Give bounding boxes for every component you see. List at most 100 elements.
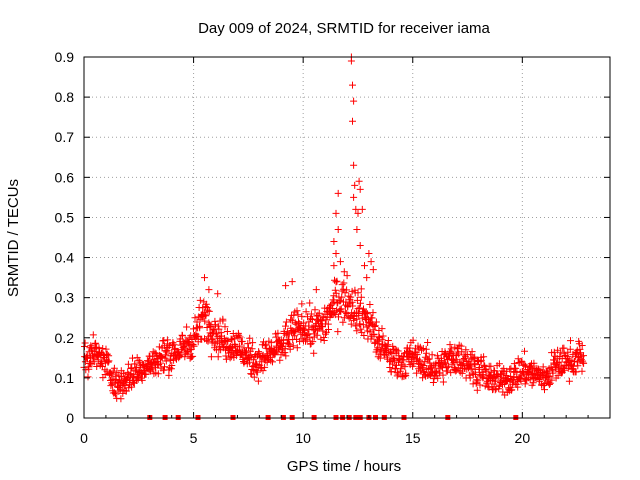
- data-point: [247, 370, 255, 378]
- data-point: [541, 386, 548, 394]
- data-point: [349, 302, 357, 310]
- y-tick-label: 0.5: [55, 209, 75, 225]
- data-point: [336, 258, 344, 266]
- data-point: [339, 318, 347, 326]
- chart-title: Day 009 of 2024, SRMTID for receiver iam…: [198, 20, 490, 37]
- data-point: [401, 363, 409, 371]
- data-point: [302, 308, 310, 316]
- data-point: [165, 371, 173, 379]
- data-point: [249, 356, 257, 364]
- data-point: [143, 357, 151, 365]
- data-point: [238, 337, 246, 345]
- data-point: [202, 312, 210, 320]
- data-point: [508, 386, 516, 394]
- data-point: [286, 345, 294, 353]
- data-point: [179, 332, 186, 340]
- data-point: [125, 384, 133, 392]
- data-point: [366, 301, 374, 308]
- data-point: [376, 354, 384, 362]
- data-point: [567, 337, 574, 345]
- data-point: [413, 369, 421, 377]
- data-point: [565, 377, 573, 385]
- data-point: [261, 363, 269, 371]
- data-point: [419, 345, 427, 352]
- data-point: [310, 349, 318, 357]
- data-point: [191, 314, 199, 322]
- data-point: [368, 314, 376, 322]
- data-point: [384, 337, 392, 344]
- data-point: [142, 370, 150, 378]
- data-point: [416, 356, 424, 364]
- data-point: [298, 300, 306, 308]
- data-point: [448, 350, 456, 358]
- data-point: [235, 331, 243, 339]
- data-point: [255, 348, 263, 356]
- x-tick-label: 20: [515, 430, 531, 446]
- data-point: [291, 319, 299, 327]
- data-point: [289, 342, 297, 350]
- data-point: [419, 374, 427, 382]
- data-point: [353, 327, 361, 335]
- data-point: [375, 340, 383, 348]
- data-point: [183, 323, 191, 331]
- data-point: [124, 360, 132, 368]
- data-point: [447, 369, 455, 377]
- data-point: [367, 258, 375, 266]
- data-point: [578, 367, 586, 375]
- data-point: [302, 337, 309, 345]
- data-point: [347, 320, 355, 328]
- data-point: [355, 177, 363, 185]
- data-point: [428, 351, 436, 359]
- data-point: [212, 339, 220, 347]
- data-point: [356, 320, 364, 328]
- data-point: [350, 97, 358, 105]
- data-point: [203, 336, 211, 344]
- data-point: [476, 364, 483, 371]
- data-point: [250, 373, 258, 381]
- data-point: [443, 367, 451, 375]
- data-point: [221, 323, 229, 331]
- data-point: [104, 358, 112, 366]
- data-point: [309, 338, 317, 346]
- x-tick-label: 10: [295, 430, 311, 446]
- data-point: [123, 375, 130, 383]
- data-point: [546, 372, 554, 380]
- data-point: [466, 374, 474, 382]
- x-tick-label: 0: [80, 430, 88, 446]
- data-point: [521, 347, 528, 355]
- data-point: [353, 226, 361, 233]
- data-point: [358, 205, 366, 213]
- y-axis-label: SRMTID / TECUs: [5, 179, 22, 297]
- data-point: [164, 344, 172, 351]
- data-point: [566, 345, 574, 353]
- data-point: [357, 285, 365, 293]
- data-point: [206, 323, 214, 331]
- data-point: [320, 337, 328, 344]
- data-point: [101, 371, 109, 378]
- data-point: [219, 317, 227, 325]
- data-point: [350, 161, 358, 169]
- data-point: [354, 289, 362, 297]
- data-point: [223, 328, 231, 335]
- data-point: [119, 369, 127, 377]
- data-point: [120, 380, 128, 388]
- data-point: [207, 322, 215, 330]
- data-point: [177, 351, 185, 359]
- data-point: [357, 293, 365, 301]
- data-point: [105, 357, 113, 365]
- y-tick-label: 0.7: [55, 129, 75, 145]
- data-point: [306, 299, 314, 307]
- data-point: [446, 341, 454, 349]
- data-point: [282, 282, 290, 290]
- data-point: [329, 305, 337, 312]
- data-point: [340, 314, 348, 322]
- data-point: [147, 365, 155, 373]
- data-point: [190, 342, 198, 350]
- data-point: [352, 205, 360, 213]
- data-point: [259, 367, 267, 375]
- data-point: [207, 353, 215, 361]
- data-point: [360, 332, 368, 339]
- data-point: [349, 117, 356, 125]
- data-point: [138, 376, 146, 384]
- data-point: [222, 355, 230, 363]
